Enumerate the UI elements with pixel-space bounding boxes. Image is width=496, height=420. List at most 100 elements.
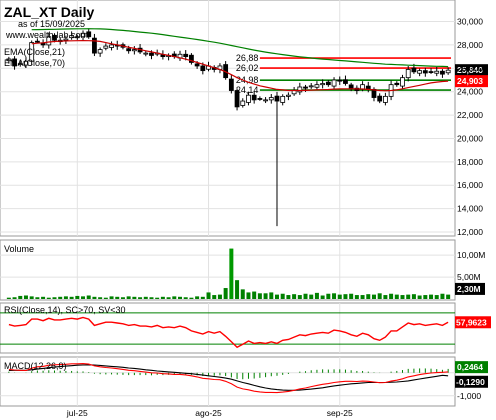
volume-bar [406,294,411,299]
candle-body [46,36,52,46]
volume-bar [126,296,131,299]
volume-bar [434,295,439,299]
ema21-tag: 24,903 [457,76,483,86]
macd-tick-label: -1,000 [457,391,481,401]
price-tick-label: 28,000 [457,40,483,50]
gridlines [0,0,455,406]
candle-body [394,82,400,86]
candle-body [234,90,240,108]
volume-bar [337,294,342,299]
volume-bar [138,297,143,299]
rsi-line [8,316,449,349]
volume-bar [12,297,17,299]
candle-body [428,71,434,73]
signal-last-tag: -0,1290 [456,377,485,387]
price-tick-label: 22,000 [457,110,483,120]
x-tick-label: jul-25 [66,408,88,418]
macd-last-tag: 0,2464 [457,362,483,372]
volume-tag-bg [455,282,485,295]
volume-bar [212,295,217,299]
volume-bar [252,291,257,299]
volume-bar [200,296,205,299]
volume-bar [349,293,354,299]
volume-bar [303,293,308,299]
volume-bar [189,297,194,299]
volume-bar [309,294,314,299]
candle-body [23,60,29,66]
volume-bar [320,295,325,299]
price-tick-label: 16,000 [457,180,483,190]
candle-body [52,34,57,41]
volume-bar [223,288,228,299]
volume-bar [269,292,274,299]
volume-bar [417,295,422,299]
candle-body [422,70,428,74]
candle-body [63,38,69,41]
volume-tick-label: 10,00M [457,250,485,260]
candle-body [200,65,206,72]
volume-bar [120,297,125,299]
candle-body [12,58,17,67]
candle-body [320,83,326,86]
candle-body [400,77,405,87]
candle-body [308,85,314,88]
volume-bar [86,295,91,299]
candle-body [297,86,303,93]
candle-body [149,52,154,56]
candle-body [445,69,451,74]
candle-body [411,67,417,73]
last-price-tag: 25,840 [457,65,483,75]
volume-bar [217,294,222,299]
level-label: 24,14 [236,85,259,95]
volume-bar [183,297,188,299]
candle-body [80,32,86,38]
candle-body [337,79,343,82]
candle-body [417,70,423,74]
rsi-layer: 57,9623 [0,312,491,349]
candle-body [74,36,80,39]
candle-body [240,100,246,106]
ema21-line [31,39,449,92]
candle-body [131,49,137,52]
candle-body [17,63,23,66]
volume-bar [206,292,211,299]
volume-bar [166,297,171,299]
volume-bar [389,293,394,299]
x-tick-label: sep-25 [327,408,353,418]
volume-last-tag: 2,30M [457,284,481,294]
volume-bar [160,296,165,299]
macd-title: MACD(12,26,9) [4,361,67,371]
volume-bar [446,294,451,299]
candle-body [434,70,440,74]
volume-bar [377,293,382,299]
volume-bar [326,293,331,299]
rsi-title: RSI(Close,14), SC>70, SV<30 [4,305,126,315]
candle-body [405,69,411,79]
price-tick-label: 18,000 [457,157,483,167]
volume-bar [411,294,416,299]
candle-body [228,78,234,91]
price-tick-label: 30,000 [457,17,483,27]
volume-bar [178,296,183,299]
volume-bar [98,297,103,299]
volume-bar [286,295,291,299]
candle-body [440,70,445,75]
volume-bar [240,289,245,299]
chart-title: ZAL_XT Daily [4,4,94,20]
volume-bar [274,294,279,299]
volume-bar [115,296,120,299]
candle-body [251,94,257,101]
volume-bar [132,296,137,299]
candle-body [257,98,263,100]
candle-body [382,95,388,103]
ema70-line [31,28,449,68]
candle-body [183,53,189,58]
candle-body [343,79,348,84]
volume-bar [332,293,337,299]
volume-bar [263,293,268,299]
level-label: 26,02 [236,63,259,73]
volume-bar [360,295,365,299]
signal-tag-bg [455,375,488,388]
level-label: 24,98 [236,75,259,85]
candle-body [103,45,109,49]
